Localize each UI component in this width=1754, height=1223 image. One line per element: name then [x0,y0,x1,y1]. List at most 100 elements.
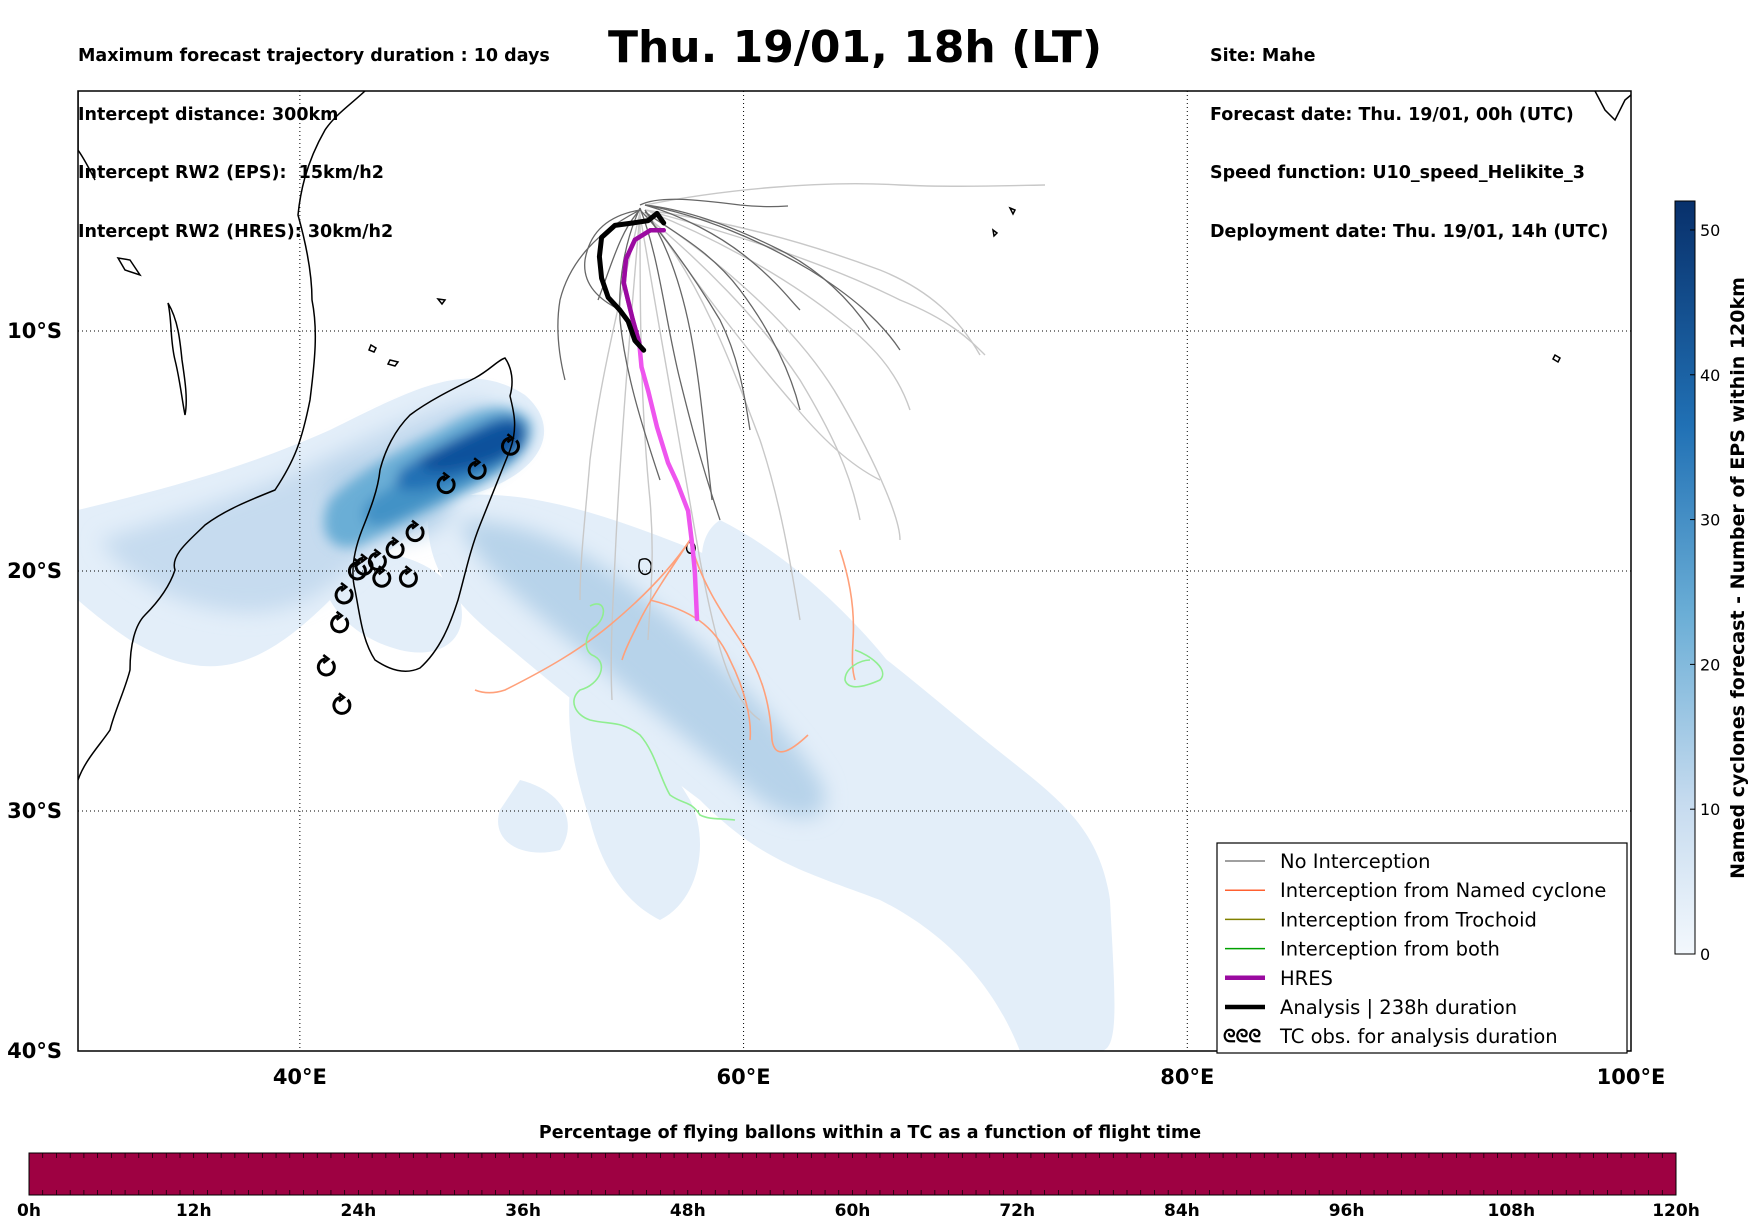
trajectory-line [597,209,641,301]
island-coastline [1008,206,1017,216]
info-line: Speed function: U10_speed_Helikite_3 [1210,163,1585,183]
legend-items: No Interception Interception from Named c… [1223,850,1606,1048]
trajectory-line [644,204,901,351]
lake-coastline [167,302,187,416]
colorbar-ticks: 0 10 20 30 40 50 [1690,221,1720,964]
madagascar-coastline [352,357,516,672]
time-bar-tick-label: 60h [835,1201,871,1221]
tc-obs-symbol [316,654,336,677]
legend-item: No Interception [1225,850,1431,873]
trajectory-line [644,204,871,331]
flight-time-bar: Percentage of flying ballons within a TC… [17,1123,1700,1221]
density-colorbar: 0 10 20 30 40 50 Named cyclones forecast - Nu… [1674,200,1749,964]
time-bar-tick-label: 96h [1329,1201,1365,1221]
trajectories-both [573,603,884,821]
tc-observations [316,433,520,715]
trajectory-line [644,209,986,356]
legend-item: Interception from both [1225,938,1500,961]
info-line: Site: Mahe [1210,46,1316,66]
longitude-label: 40°E [273,1065,327,1089]
analysis-trajectory [596,210,667,353]
tc-obs-symbol [347,558,367,581]
trajectory-line [689,539,809,753]
colorbar-title: Named cyclones forecast - Number of EPS … [1727,277,1749,879]
trajectories-named-cyclone [474,539,856,753]
latitude-label: 40°S [7,1039,62,1063]
trajectory-line [610,211,641,701]
trajectory-line [639,214,653,641]
island-coastline [991,228,999,238]
trajectory-line [644,211,801,621]
time-bar-tick-label: 36h [505,1201,541,1221]
time-bar-tick-label: 48h [670,1201,706,1221]
latitude-labels: 10°S 20°S 30°S 40°S [7,319,62,1063]
island-coastline [368,343,377,353]
legend-item: HRES [1225,967,1333,990]
time-bar-title: Percentage of flying ballons within a TC… [539,1123,1201,1143]
trajectory-line [639,209,751,431]
tc-obs-symbol [501,433,520,456]
trajectory-line [644,214,861,521]
trajectory-line [844,649,884,688]
trajectory-line [644,204,801,311]
tc-obs-symbol [405,519,425,543]
colorbar-tick-label: 10 [1700,800,1720,819]
colorbar-tick-label: 50 [1700,221,1720,240]
time-bar-tick-label: 24h [341,1201,377,1221]
legend-label: Analysis | 238h duration [1280,996,1517,1019]
info-line: Maximum forecast trajectory duration : 1… [78,46,550,66]
colorbar-tick-label: 30 [1700,511,1720,530]
time-bar-tick-label: 12h [176,1201,212,1221]
longitude-label: 60°E [717,1065,771,1089]
island-coastline [1594,91,1631,122]
site-info: Site: Mahe Forecast date: Thu. 19/01, 00… [1210,8,1608,262]
trajectory-line [474,539,691,694]
trajectory-line [644,211,801,411]
cyclone-density-field [78,378,1115,1051]
tc-obs-symbol [334,582,354,605]
trajectory-line [621,539,691,661]
legend-item: Analysis | 238h duration [1225,996,1517,1019]
legend-box [1216,842,1628,1054]
density-band-light [78,378,1115,1051]
longitude-labels: 40°E 60°E 80°E 100°E [273,1065,1666,1089]
legend-label: Interception from both [1280,938,1500,961]
legend-label: HRES [1280,967,1333,990]
time-bar-tick-label: 72h [999,1201,1035,1221]
tc-obs-symbol [372,565,392,588]
trajectory-line [644,182,1046,206]
trajectory-line [573,603,736,821]
time-bar-tick-label: 84h [1164,1201,1200,1221]
colorbar-tick-label: 0 [1700,945,1710,964]
time-bar-tick-label: 120h [1652,1201,1700,1221]
map-area [78,91,1631,1051]
tc-obs-symbol [332,692,352,715]
legend-label: Interception from Named cyclone [1280,879,1606,902]
island-coastline [1552,353,1561,364]
trajectory-line [644,211,901,541]
time-bar-tick-label: 108h [1488,1201,1536,1221]
island-coastline [386,359,400,367]
trajectory-line [639,198,789,208]
trajectory-line [649,599,752,741]
colorbar-tick-label: 20 [1700,655,1720,674]
colorbar-gradient [1674,200,1696,955]
info-line: Intercept RW2 (HRES): 30km/h2 [78,221,394,242]
trajectory-line [584,209,641,311]
time-bar-fill [28,1152,1677,1196]
forecast-settings-info: Maximum forecast trajectory duration : 1… [78,8,550,262]
latitude-label: 10°S [7,319,62,343]
tc-obs-legend-icon: ᘓᘓᘓ [1223,1026,1261,1047]
time-bar-tick-label: 0h [17,1201,41,1221]
legend-label: Interception from Trochoid [1280,908,1537,931]
legend: No Interception Interception from Named c… [1216,842,1628,1054]
africa-coastline-north [78,91,96,181]
tc-obs-symbol [436,471,456,495]
legend-item: Interception from Trochoid [1225,908,1537,931]
colorbar-tick-label: 40 [1700,366,1720,385]
trajectory-line [649,211,911,411]
longitude-label: 100°E [1597,1065,1666,1089]
lake-coastline [116,256,142,277]
tc-obs-symbol [330,610,350,634]
trajectory-line [619,207,661,481]
